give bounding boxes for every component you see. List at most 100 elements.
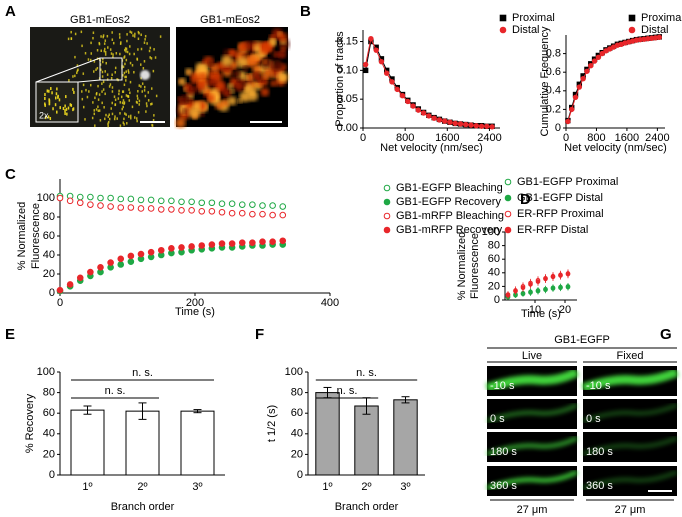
- localization: [76, 64, 79, 67]
- legend-label: GB1-EGFP Recovery: [396, 196, 501, 208]
- localization: [102, 80, 105, 84]
- fluorescence: [185, 68, 193, 76]
- localization: [72, 75, 74, 78]
- y-tick-label: 40: [291, 428, 303, 440]
- marker: [188, 243, 195, 250]
- marker: [628, 26, 636, 34]
- localization: [72, 87, 74, 91]
- marker: [87, 268, 94, 276]
- y-tick-label: 80: [488, 240, 500, 252]
- fluorescence: [197, 79, 207, 89]
- fluorescence: [207, 71, 215, 78]
- marker: [157, 197, 165, 205]
- localization: [64, 109, 66, 113]
- y-axis-label: Cumulative Frequency: [539, 26, 551, 137]
- localization: [137, 89, 139, 93]
- localization: [129, 30, 131, 34]
- x-axis-label: Branch order: [111, 501, 175, 513]
- marker: [188, 198, 195, 206]
- marker: [87, 201, 94, 208]
- marker: [279, 211, 287, 219]
- localization: [121, 107, 123, 111]
- marker: [384, 70, 390, 76]
- y-tick-label: 100: [37, 366, 55, 378]
- marker: [218, 240, 226, 247]
- marker: [168, 206, 175, 213]
- localization: [101, 90, 103, 93]
- fluorescence: [261, 57, 273, 69]
- localization: [150, 57, 153, 60]
- marker: [543, 287, 548, 293]
- marker: [137, 250, 145, 258]
- marker: [378, 59, 385, 65]
- localization: [135, 117, 138, 120]
- localization: [96, 49, 99, 52]
- localization: [123, 71, 126, 75]
- timestamp: 180 s: [586, 446, 613, 458]
- marker: [420, 110, 427, 116]
- fluorescence: [252, 72, 259, 79]
- localization: [146, 42, 148, 45]
- marker: [565, 284, 571, 290]
- localization: [97, 84, 99, 88]
- fluorescence: [199, 72, 207, 80]
- fluorescence: [234, 80, 245, 92]
- localization: [136, 94, 139, 98]
- fluorescence: [271, 59, 283, 71]
- y-tick-label: 20: [43, 268, 55, 280]
- marker: [558, 273, 563, 278]
- marker: [127, 204, 135, 211]
- y-tick-label: 80: [291, 387, 303, 399]
- x-tick-label: 800: [587, 132, 605, 144]
- localization: [121, 101, 124, 105]
- localization: [116, 117, 118, 120]
- fluorescence: [231, 69, 241, 79]
- fluorescence: [236, 56, 249, 69]
- localization: [145, 102, 148, 105]
- localization: [141, 82, 144, 85]
- fluorescence: [270, 80, 277, 87]
- localization: [130, 31, 133, 34]
- localization: [92, 101, 94, 104]
- localization: [149, 46, 152, 50]
- marker: [484, 123, 490, 129]
- y-tick-label: 0: [49, 287, 55, 299]
- marker: [457, 121, 464, 127]
- localization: [82, 83, 85, 87]
- fluorescence: [190, 73, 200, 84]
- dendrite-shape: [485, 367, 580, 393]
- localization: [123, 117, 125, 121]
- localization: [104, 70, 106, 73]
- marker: [279, 237, 287, 245]
- localization: [101, 70, 104, 74]
- x-tick-label: 400: [321, 297, 339, 309]
- localization: [47, 115, 50, 119]
- localization: [81, 90, 83, 93]
- y-axis-label: % Normalized: [456, 232, 468, 300]
- marker: [66, 197, 74, 205]
- y-axis-label: t 1/2 (s): [266, 405, 278, 442]
- marker: [628, 14, 636, 22]
- localization: [151, 102, 153, 106]
- marker: [157, 206, 165, 213]
- dendrite: [486, 435, 579, 457]
- fluorescence: [197, 64, 209, 77]
- panel-label: E: [5, 326, 15, 343]
- fluorescence: [206, 94, 215, 103]
- marker: [528, 290, 533, 295]
- fluorescence: [206, 77, 217, 88]
- localization: [124, 75, 126, 79]
- localization: [98, 41, 101, 45]
- localization: [138, 99, 141, 103]
- localization: [124, 62, 126, 66]
- localization: [103, 49, 106, 53]
- localization: [107, 115, 110, 118]
- marker: [208, 208, 216, 215]
- localization: [125, 50, 127, 53]
- localization: [143, 89, 146, 92]
- legend-label: GB1-mRFP Bleaching: [396, 210, 504, 222]
- marker: [505, 292, 511, 298]
- localization: [140, 33, 142, 37]
- localization: [62, 106, 65, 110]
- localization: [66, 112, 68, 116]
